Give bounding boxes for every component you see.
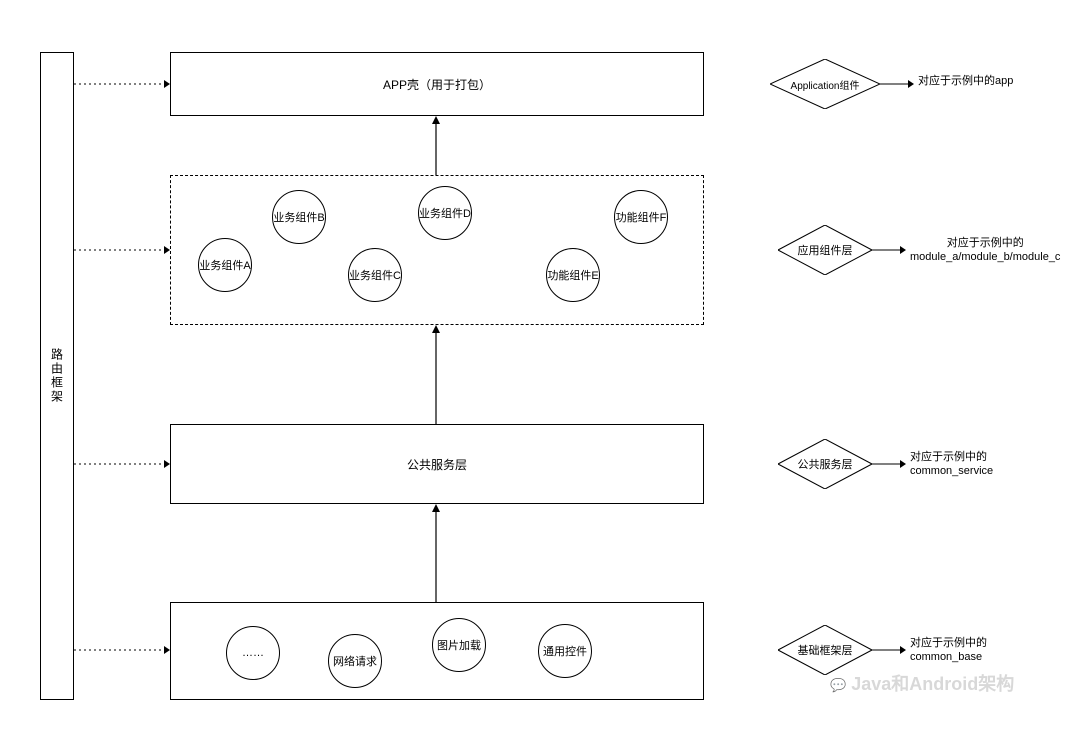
component-b-label: 业务组件B (273, 209, 324, 225)
dotted-connector-3 (74, 458, 170, 470)
legend-diamond-1-label: Application组件 (791, 77, 860, 92)
legend-text-3-line1: 对应于示例中的 (910, 450, 993, 464)
legend-diamond-4: 基础框架层 (778, 625, 872, 675)
legend-text-2-line1: 对应于示例中的 (910, 236, 1060, 250)
arrow-service-to-components (430, 325, 442, 424)
layer-public-service-label: 公共服务层 (407, 456, 467, 473)
base-image-label: 图片加载 (437, 637, 481, 653)
watermark: 💬 Java和Android架构 (830, 670, 1014, 696)
legend-text-1: 对应于示例中的app (918, 72, 1013, 88)
layer-app-shell: APP壳（用于打包） (170, 52, 704, 116)
component-f: 功能组件F (614, 190, 668, 244)
base-network-label: 网络请求 (333, 653, 377, 669)
dotted-connector-1 (74, 78, 170, 90)
legend-text-4: 对应于示例中的 common_base (910, 636, 987, 665)
component-c-label: 业务组件C (349, 267, 401, 283)
legend-arrow-3 (872, 458, 906, 470)
legend-text-2: 对应于示例中的 module_a/module_b/module_c (910, 236, 1060, 265)
legend-diamond-3-label: 公共服务层 (798, 456, 853, 472)
layer-app-shell-label: APP壳（用于打包） (383, 76, 491, 93)
base-network: 网络请求 (328, 634, 382, 688)
arrow-base-to-service (430, 504, 442, 602)
legend-diamond-3: 公共服务层 (778, 439, 872, 489)
legend-diamond-2-label: 应用组件层 (798, 242, 853, 258)
component-c: 业务组件C (348, 248, 402, 302)
base-widget: 通用控件 (538, 624, 592, 678)
component-f-label: 功能组件F (616, 209, 667, 225)
component-d-label: 业务组件D (419, 205, 471, 221)
legend-diamond-1: Application组件 (770, 59, 880, 109)
component-e-label: 功能组件E (547, 267, 598, 283)
diagram-canvas: 路由框架 APP壳（用于打包） 业务组件A 业务组件B 业务组件C 业务组件D … (0, 0, 1080, 736)
router-sidebar: 路由框架 (40, 52, 74, 700)
legend-text-2-line2: module_a/module_b/module_c (910, 250, 1060, 264)
component-a-label: 业务组件A (199, 257, 250, 273)
legend-diamond-2: 应用组件层 (778, 225, 872, 275)
component-a: 业务组件A (198, 238, 252, 292)
legend-arrow-4 (872, 644, 906, 656)
legend-text-4-line1: 对应于示例中的 (910, 636, 987, 650)
component-b: 业务组件B (272, 190, 326, 244)
legend-diamond-4-label: 基础框架层 (798, 642, 853, 658)
base-widget-label: 通用控件 (543, 643, 587, 659)
dotted-connector-2 (74, 244, 170, 256)
layer-public-service: 公共服务层 (170, 424, 704, 504)
base-more-label: …… (242, 647, 264, 659)
dotted-connector-4 (74, 644, 170, 656)
router-sidebar-label: 路由框架 (49, 348, 66, 404)
legend-arrow-1 (880, 78, 914, 90)
legend-text-1-line1: 对应于示例中的app (918, 72, 1013, 88)
watermark-text: Java和Android架构 (851, 674, 1014, 694)
component-d: 业务组件D (418, 186, 472, 240)
base-more: …… (226, 626, 280, 680)
base-image: 图片加载 (432, 618, 486, 672)
legend-text-4-line2: common_base (910, 650, 987, 664)
legend-text-3-line2: common_service (910, 464, 993, 478)
legend-text-3: 对应于示例中的 common_service (910, 450, 993, 479)
legend-arrow-2 (872, 244, 906, 256)
component-e: 功能组件E (546, 248, 600, 302)
arrow-components-to-app (430, 116, 442, 175)
